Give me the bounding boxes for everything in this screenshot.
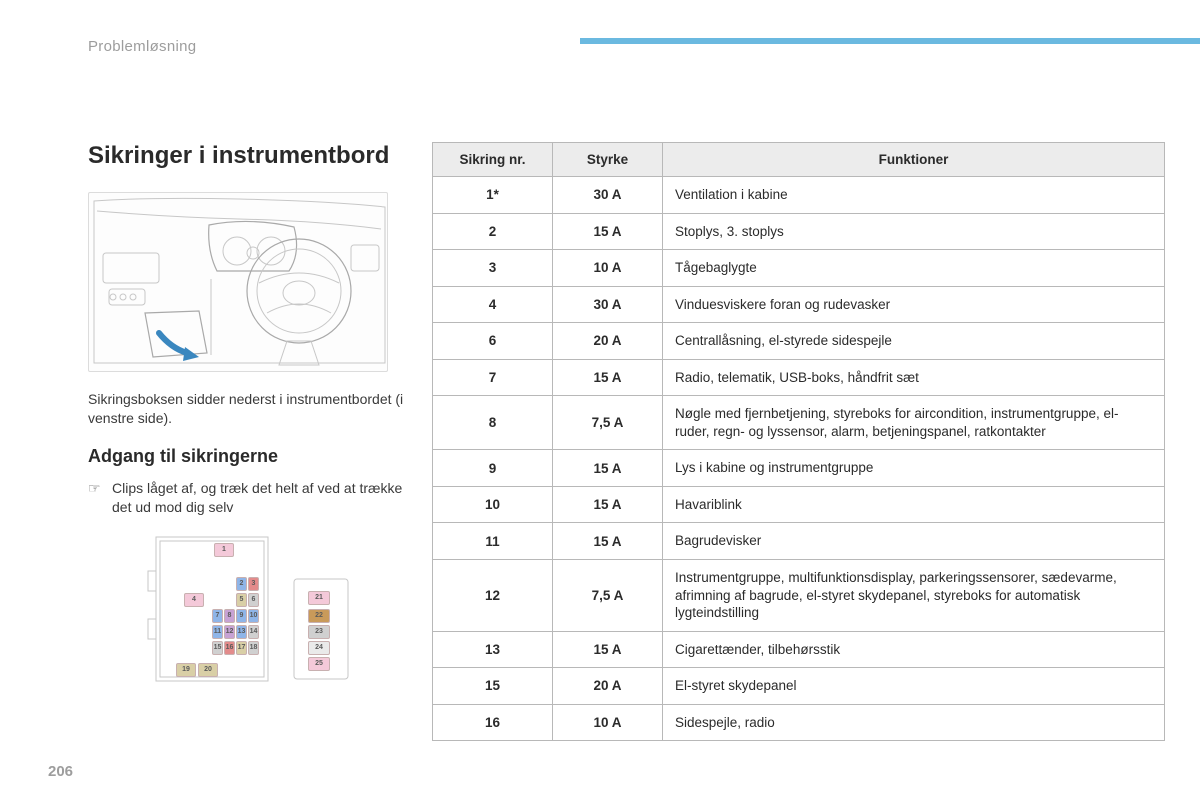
cell-nr: 15 (433, 668, 553, 705)
cell-nr: 4 (433, 286, 553, 323)
table-row: 915 ALys i kabine og instrumentgruppe (433, 450, 1165, 487)
table-row: 1520 AEl-styret skydepanel (433, 668, 1165, 705)
fuse-slot: 10 (248, 609, 259, 623)
fuse-slot: 25 (308, 657, 330, 671)
cell-fn: Lys i kabine og instrumentgruppe (663, 450, 1165, 487)
table-row: 1115 ABagrudevisker (433, 523, 1165, 560)
cell-fn: Havariblink (663, 486, 1165, 523)
cell-fn: Radio, telematik, USB-boks, håndfrit sæt (663, 359, 1165, 396)
cell-amp: 7,5 A (553, 396, 663, 450)
fuse-slot: 23 (308, 625, 330, 639)
fuse-slot: 3 (248, 577, 259, 591)
cell-amp: 30 A (553, 177, 663, 214)
cell-nr: 8 (433, 396, 553, 450)
subheading: Adgang til sikringerne (88, 446, 410, 467)
table-row: 620 ACentrallåsning, el-styrede sidespej… (433, 323, 1165, 360)
table-row: 430 AVinduesviskere foran og rudevasker (433, 286, 1165, 323)
cell-nr: 2 (433, 213, 553, 250)
cell-amp: 7,5 A (553, 560, 663, 632)
cell-amp: 15 A (553, 450, 663, 487)
fuse-slot: 9 (236, 609, 247, 623)
fuse-slot: 15 (212, 641, 223, 655)
bullet-symbol: ☞ (88, 479, 102, 517)
table-row: 310 ATågebaglygte (433, 250, 1165, 287)
cell-amp: 20 A (553, 668, 663, 705)
table-row: 87,5 ANøgle med fjernbetjening, styrebok… (433, 396, 1165, 450)
fuse-slot: 20 (198, 663, 218, 677)
dashboard-illustration (88, 192, 388, 372)
cell-nr: 10 (433, 486, 553, 523)
fuse-slot: 6 (248, 593, 259, 607)
fuse-slot: 16 (224, 641, 235, 655)
cell-fn: Tågebaglygte (663, 250, 1165, 287)
cell-nr: 16 (433, 704, 553, 741)
cell-fn: Nøgle med fjernbetjening, styreboks for … (663, 396, 1165, 450)
cell-amp: 30 A (553, 286, 663, 323)
page-number: 206 (48, 763, 73, 780)
fuse-slot: 11 (212, 625, 223, 639)
cell-nr: 3 (433, 250, 553, 287)
cell-amp: 15 A (553, 213, 663, 250)
cell-nr: 9 (433, 450, 553, 487)
cell-fn: Vinduesviskere foran og rudevasker (663, 286, 1165, 323)
fuse-slot: 1 (214, 543, 234, 557)
table-row: 127,5 AInstrumentgruppe, multifunktionsd… (433, 560, 1165, 632)
instruction-bullet: ☞ Clips låget af, og træk det helt af ve… (88, 479, 410, 517)
col-header-amp: Styrke (553, 143, 663, 177)
table-row: 215 AStoplys, 3. stoplys (433, 213, 1165, 250)
cell-nr: 11 (433, 523, 553, 560)
cell-amp: 10 A (553, 250, 663, 287)
cell-fn: Bagrudevisker (663, 523, 1165, 560)
fuse-slot: 4 (184, 593, 204, 607)
cell-amp: 10 A (553, 704, 663, 741)
fuse-slot: 5 (236, 593, 247, 607)
fuse-slot: 24 (308, 641, 330, 655)
cell-amp: 20 A (553, 323, 663, 360)
cell-nr: 6 (433, 323, 553, 360)
cell-nr: 1* (433, 177, 553, 214)
page-title: Sikringer i instrumentbord (88, 142, 410, 170)
cell-nr: 13 (433, 631, 553, 668)
fuse-slot: 13 (236, 625, 247, 639)
cell-amp: 15 A (553, 359, 663, 396)
cell-nr: 12 (433, 560, 553, 632)
table-row: 1*30 AVentilation i kabine (433, 177, 1165, 214)
section-label: Problemløsning (88, 38, 196, 55)
cell-amp: 15 A (553, 631, 663, 668)
fuse-slot: 14 (248, 625, 259, 639)
cell-amp: 15 A (553, 523, 663, 560)
cell-amp: 15 A (553, 486, 663, 523)
header-accent-bar (580, 38, 1200, 44)
table-row: 1315 ACigarettænder, tilbehørsstik (433, 631, 1165, 668)
fuse-slot: 22 (308, 609, 330, 623)
illustration-caption: Sikringsboksen sidder nederst i instrume… (88, 390, 410, 428)
cell-fn: Sidespejle, radio (663, 704, 1165, 741)
cell-fn: Cigarettænder, tilbehørsstik (663, 631, 1165, 668)
fuse-slot: 21 (308, 591, 330, 605)
cell-fn: Ventilation i kabine (663, 177, 1165, 214)
col-header-fn: Funktioner (663, 143, 1165, 177)
fuse-table: Sikring nr. Styrke Funktioner 1*30 AVent… (432, 142, 1165, 741)
fuse-slot: 2 (236, 577, 247, 591)
table-row: 715 ARadio, telematik, USB-boks, håndfri… (433, 359, 1165, 396)
cell-fn: El-styret skydepanel (663, 668, 1165, 705)
fuse-slot: 8 (224, 609, 235, 623)
fuse-slot: 12 (224, 625, 235, 639)
table-row: 1015 AHavariblink (433, 486, 1165, 523)
bullet-text: Clips låget af, og træk det helt af ved … (112, 479, 410, 517)
cell-fn: Stoplys, 3. stoplys (663, 213, 1165, 250)
col-header-nr: Sikring nr. (433, 143, 553, 177)
fuse-slot: 18 (248, 641, 259, 655)
cell-fn: Centrallåsning, el-styrede sidespejle (663, 323, 1165, 360)
fuse-slot: 17 (236, 641, 247, 655)
cell-nr: 7 (433, 359, 553, 396)
fuse-layout-diagram: 1234567891011121314151617181920212223242… (108, 531, 378, 711)
fuse-slot: 7 (212, 609, 223, 623)
fuse-slot: 19 (176, 663, 196, 677)
cell-fn: Instrumentgruppe, multifunktionsdisplay,… (663, 560, 1165, 632)
table-row: 1610 ASidespejle, radio (433, 704, 1165, 741)
